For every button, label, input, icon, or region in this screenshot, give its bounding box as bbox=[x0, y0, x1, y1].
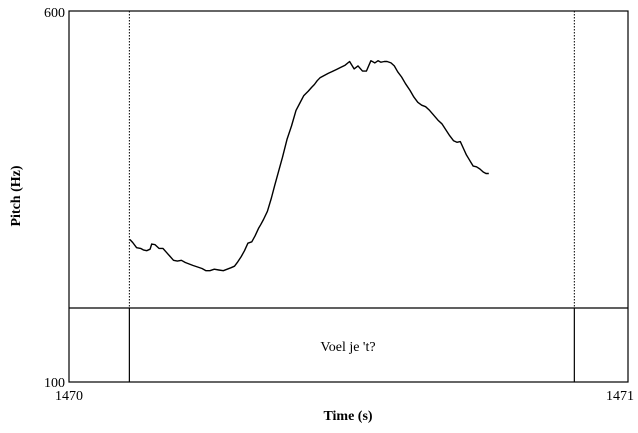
x-tick-label-left: 1470 bbox=[55, 389, 83, 404]
tier-annotation-label: Voel je 't? bbox=[320, 340, 375, 355]
plot-frame bbox=[68, 10, 629, 383]
x-axis-label: Time (s) bbox=[323, 409, 372, 424]
y-axis-label: Pitch (Hz) bbox=[9, 165, 24, 226]
y-tick-label-top: 600 bbox=[44, 6, 65, 21]
interval-boundaries bbox=[128, 11, 575, 382]
pitch-contour-line bbox=[129, 60, 489, 272]
x-tick-label-right: 1471 bbox=[606, 389, 634, 404]
y-tick-label-bottom: 100 bbox=[44, 376, 65, 391]
